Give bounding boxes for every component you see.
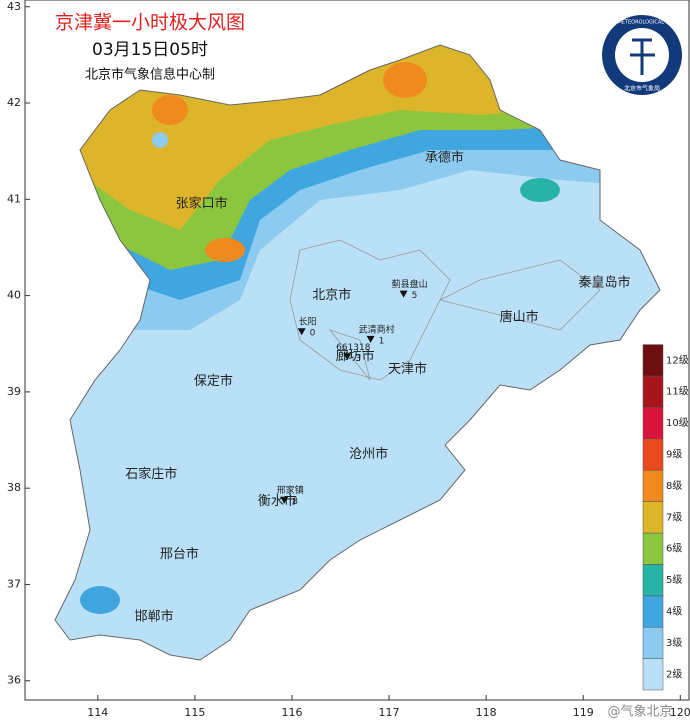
station-value: 1 [379, 336, 385, 346]
legend-swatch [642, 375, 664, 408]
station-marker [366, 335, 375, 343]
legend-label: 6级 [666, 543, 682, 555]
legend-label: 7级 [666, 511, 682, 523]
legend-swatch [642, 595, 664, 628]
station-value: 3 [355, 354, 361, 364]
legend-label: 3级 [666, 637, 682, 649]
city-label: 承德市 [425, 149, 464, 165]
legend-swatch [642, 658, 664, 691]
station-name: 蓟县盘山 [392, 278, 428, 290]
x-tick-label: 117 [379, 706, 400, 719]
station-name: 长阳 [299, 316, 317, 328]
x-tick-label: 119 [573, 706, 594, 719]
legend-label: 2级 [666, 668, 682, 680]
y-tick-label: 42 [7, 96, 21, 109]
map-subtitle: 北京市气象信息中心制 [85, 67, 215, 83]
y-tick-label: 36 [7, 674, 21, 687]
city-label: 天津市 [388, 361, 427, 377]
x-tick-label: 115 [184, 706, 205, 719]
x-tick-label: 120 [670, 706, 690, 719]
x-tick-label: 118 [476, 706, 497, 719]
legend-swatch [642, 564, 664, 597]
x-tick-label: 116 [281, 706, 302, 719]
station-name: 661318 [336, 343, 371, 353]
station-name: 邢家镇 [277, 484, 304, 496]
legend-swatch [642, 438, 664, 471]
map-time: 03月15日05时 [92, 40, 208, 60]
station-name: 武清商村 [359, 323, 395, 335]
y-tick-label: 40 [7, 289, 21, 302]
logo: BEIJING METEOROLOGICAL SERVICE 北京市气象局 [597, 15, 687, 95]
city-label: 秦皇岛市 [579, 275, 631, 291]
legend-swatch [642, 344, 664, 377]
city-label: 沧州市 [349, 446, 388, 462]
legend-label: 11级 [666, 386, 689, 398]
station-value: 8 [292, 497, 298, 507]
y-tick-label: 41 [7, 192, 21, 205]
city-label: 邯郸市 [135, 609, 174, 625]
legend-label: 9级 [666, 449, 682, 461]
legend-swatch [642, 501, 664, 534]
watermark: @气象北京 [607, 704, 672, 720]
city-label: 北京市 [312, 287, 351, 303]
legend-label: 12级 [666, 354, 689, 366]
city-label: 邢台市 [160, 546, 199, 562]
legend-swatch [642, 407, 664, 440]
city-label: 张家口市 [176, 196, 228, 212]
map-title: 京津冀一小时极大风图 [55, 12, 245, 34]
legend-label: 5级 [666, 574, 682, 586]
station-marker [280, 496, 289, 504]
logo-ring: BEIJING METEOROLOGICAL SERVICE [597, 20, 687, 26]
region-border [54, 44, 661, 661]
station-marker [399, 290, 408, 298]
station-marker [343, 353, 352, 361]
y-tick-label: 43 [7, 0, 21, 13]
y-tick-label: 39 [7, 385, 21, 398]
city-label: 保定市 [194, 373, 233, 389]
legend-label: 10级 [666, 417, 689, 429]
legend-label: 8级 [666, 480, 682, 492]
station-marker [297, 328, 306, 336]
city-label: 廊坊市 [336, 348, 375, 364]
logo-name: 北京市气象局 [624, 85, 660, 93]
y-tick-label: 38 [7, 481, 21, 494]
legend-swatch [642, 532, 664, 565]
station-value: 0 [310, 329, 316, 339]
station-value: 5 [412, 291, 418, 301]
legend-swatch [642, 469, 664, 502]
legend-swatch [642, 626, 664, 659]
y-tick-label: 37 [7, 577, 21, 590]
city-label: 唐山市 [500, 309, 539, 325]
x-tick-label: 114 [87, 706, 108, 719]
legend-label: 4级 [666, 606, 682, 618]
city-label: 石家庄市 [125, 466, 177, 482]
